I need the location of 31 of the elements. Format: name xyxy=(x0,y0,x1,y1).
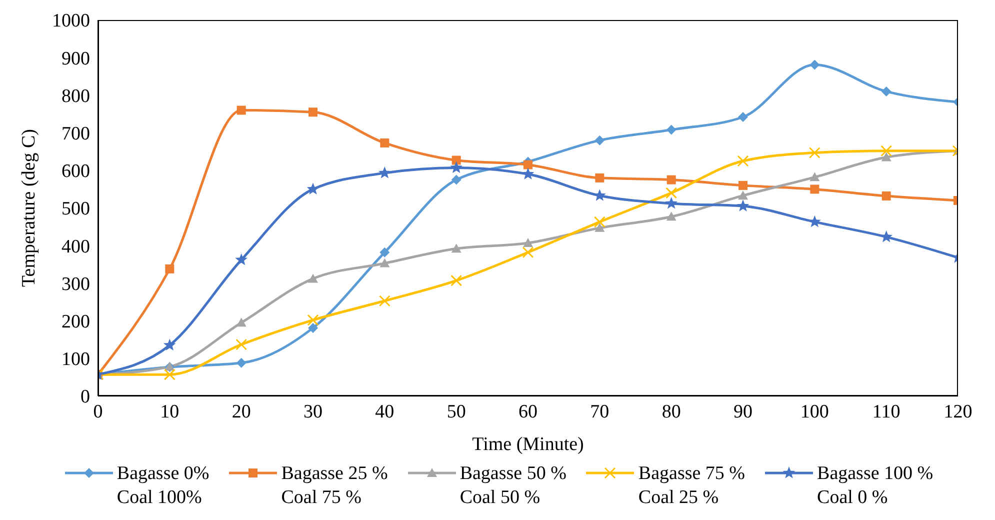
legend-label: Bagasse 75 % Coal 25 % xyxy=(638,462,746,510)
x-tick-label: 70 xyxy=(590,401,610,422)
x-tick-label: 20 xyxy=(232,401,251,422)
y-tick-label: 800 xyxy=(62,86,90,107)
x-tick-label: 0 xyxy=(93,401,103,422)
y-tick-label: 0 xyxy=(80,386,90,408)
y-tick-label: 300 xyxy=(62,274,90,295)
x-tick-label: 80 xyxy=(662,401,681,422)
y-tick-label: 500 xyxy=(62,198,90,220)
y-tick-label: 700 xyxy=(62,124,90,145)
x-tick-label: 30 xyxy=(304,401,322,422)
x-tick-label: 110 xyxy=(872,401,900,422)
x-tick-label: 10 xyxy=(160,401,180,422)
y-tick-label: 600 xyxy=(62,161,90,182)
x-tick-label: 90 xyxy=(734,401,752,422)
legend-label: Bagasse 50 % Coal 50 % xyxy=(460,462,566,510)
x-tick-label: 40 xyxy=(375,401,394,422)
x-tick-label: 120 xyxy=(944,401,972,422)
x-tick-label: 100 xyxy=(800,401,829,422)
legend-label: Bagasse 100 % Coal 0 % xyxy=(817,462,934,510)
y-tick-label: 1000 xyxy=(52,10,90,32)
legend-label: Bagasse 25 % Coal 75 % xyxy=(281,462,388,510)
y-tick-label: 400 xyxy=(62,236,90,258)
x-tick-label: 50 xyxy=(446,401,466,422)
x-axis-title: Time (Minute) xyxy=(472,434,584,455)
x-tick-label: 60 xyxy=(518,401,538,422)
y-tick-label: 900 xyxy=(62,48,90,70)
legend-label: Bagasse 0% Coal 100% xyxy=(116,462,210,510)
y-tick-label: 100 xyxy=(62,349,90,370)
y-tick-label: 200 xyxy=(62,312,90,333)
y-axis-title: Temperature (deg C) xyxy=(18,129,40,287)
